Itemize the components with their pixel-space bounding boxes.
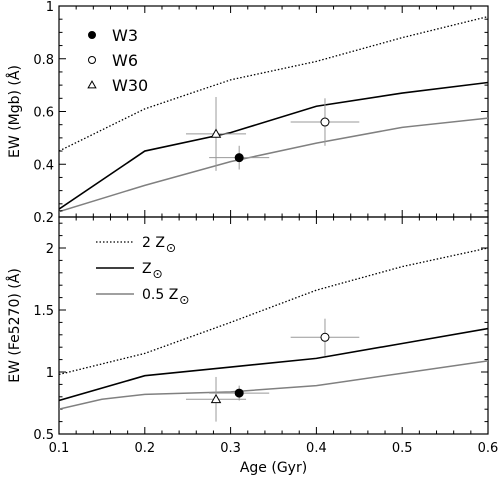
marker-filled-circle (234, 153, 244, 163)
y-tick-label: 1 (46, 366, 54, 381)
y-tick-label: 0.6 (33, 106, 54, 121)
data-point-w3 (209, 385, 270, 401)
sun-symbol-icon (180, 295, 189, 305)
x-tick-label: 0.2 (134, 441, 155, 456)
marker-open-triangle (210, 128, 222, 138)
legend-label: 0.5 Z (142, 287, 178, 303)
marker-open-circle (320, 117, 330, 127)
x-tick-label: 0.4 (306, 441, 327, 456)
marker-open-circle (320, 332, 330, 342)
legend-label: W30 (112, 76, 148, 95)
model-line-dotted (59, 247, 488, 376)
x-tick-label: 0.5 (392, 441, 413, 456)
x-tick-label: 0.1 (49, 441, 70, 456)
data-point-w30 (185, 96, 247, 171)
y-tick-label: 1 (46, 0, 54, 15)
y-tick-label: 0.5 (33, 428, 54, 443)
legend-label: W6 (112, 51, 138, 70)
sun-symbol-icon (153, 269, 162, 279)
legend-marker-open-triangle (87, 80, 97, 89)
x-tick-label: 0.3 (220, 441, 241, 456)
legend-label: 2 Z (142, 235, 165, 251)
y-axis-label: EW (Mgb) (Å) (6, 65, 23, 158)
y-tick-label: 0.2 (33, 211, 54, 226)
data-point-w30 (185, 376, 247, 422)
panel-mgb: 0.2 0.4 0.6 0.8 1 EW (Mgb) (Å) W3 W6 W30 (6, 0, 489, 226)
legend-marker-open-circle (88, 56, 96, 64)
y-tick-label: 2 (46, 242, 54, 257)
model-line-gray (59, 360, 488, 410)
legend-marker-filled-circle (88, 31, 96, 39)
legend-label: Z (142, 261, 152, 277)
model-line-gray (59, 117, 488, 213)
x-axis-label: Age (Gyr) (240, 460, 307, 476)
data-point-w6 (290, 98, 360, 146)
model-line-solid (59, 327, 488, 402)
y-tick-label: 0.8 (33, 53, 54, 68)
data-point-w6 (290, 318, 360, 356)
y-tick-label: 0.4 (33, 158, 54, 173)
sun-symbol-icon (166, 243, 176, 253)
y-axis-label: EW (Fe5270) (Å) (6, 268, 23, 383)
model-line-solid (59, 81, 488, 210)
y-tick-label: 1.5 (33, 304, 54, 319)
data-point-w3 (209, 145, 270, 170)
panel-fe5270: 0.5 1 1.5 2 0.1 0.2 0.3 0.4 0.5 0.6 EW (Fe5270) (Å… (6, 210, 499, 476)
x-tick-label: 0.6 (478, 441, 499, 456)
marker-filled-circle (234, 388, 244, 398)
legend-label: W3 (112, 26, 138, 45)
plot-frame (58, 216, 489, 435)
marker-open-triangle (210, 393, 222, 404)
